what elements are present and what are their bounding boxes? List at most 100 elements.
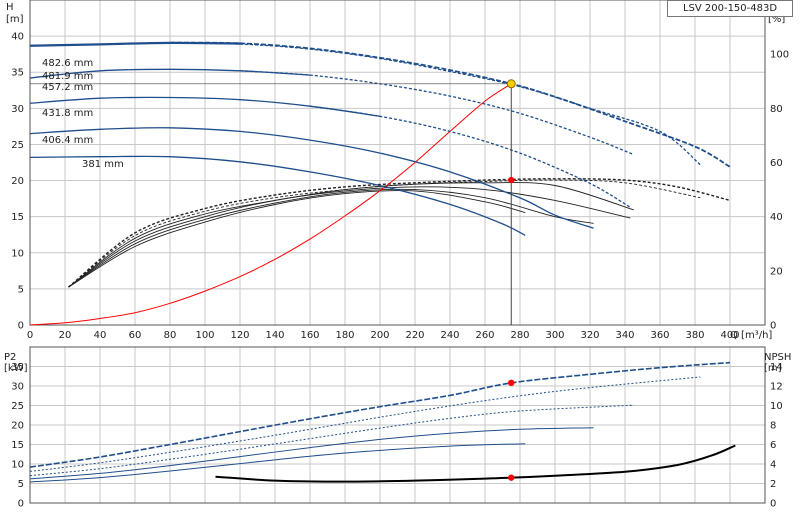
flow-tick-label: 20: [59, 330, 72, 341]
eta-tick-label: 100: [770, 50, 789, 61]
npsh-tick-label: 4: [770, 460, 776, 471]
system-curve: [29, 83, 512, 326]
power-marker: [508, 379, 515, 387]
eta-tick-label: 80: [770, 104, 783, 115]
head-tick-label: 0: [18, 321, 24, 332]
impeller-diameter-label: 481.9 mm: [42, 71, 93, 82]
head-curve-dashed: [169, 41, 731, 168]
efficiency-curve: [68, 190, 526, 288]
head-tick-label: 20: [11, 176, 24, 187]
power-curve: [29, 427, 594, 480]
efficiency-marker: [508, 176, 515, 184]
head-curves: [29, 41, 731, 236]
power-tick-label: 20: [11, 421, 24, 432]
power-curve: [29, 443, 526, 483]
power-curve: [29, 404, 634, 477]
power-tick-label: 25: [11, 401, 24, 412]
eta-tick-label: 20: [770, 266, 783, 277]
npsh-tick-label: 8: [770, 421, 776, 432]
head-axis-label-line1: H: [6, 2, 14, 13]
flow-tick-label: 180: [335, 330, 354, 341]
npsh-axis-label-line2: [m]: [764, 363, 782, 374]
impeller-diameter-label: 457.2 mm: [42, 82, 93, 93]
npsh-tick-label: 10: [770, 401, 783, 412]
power-axis-ticks: 0 5 10 15 20 25 30 35 0 2 4 6 8 10 12 14: [11, 362, 782, 510]
power-tick-label: 35: [11, 362, 24, 373]
efficiency-curve: [68, 182, 634, 288]
flow-axis-label: Q [m³/h]: [730, 330, 772, 341]
flow-tick-label: 260: [475, 330, 494, 341]
flow-tick-label: 40: [94, 330, 107, 341]
impeller-diameter-label: 381 mm: [82, 159, 124, 170]
flow-tick-label: 220: [405, 330, 424, 341]
head-tick-label: 40: [11, 32, 24, 43]
power-tick-label: 5: [18, 479, 24, 490]
npsh-marker: [508, 474, 515, 481]
power-plot-frame: [29, 346, 766, 504]
flow-tick-label: 360: [650, 330, 669, 341]
head-tick-label: 15: [11, 212, 24, 223]
efficiency-curve: [68, 186, 631, 288]
flow-tick-label: 340: [615, 330, 634, 341]
flow-tick-label: 400: [720, 330, 739, 341]
head-curve-dashed: [239, 70, 635, 156]
power-curves: [29, 361, 731, 483]
power-curve: [29, 376, 701, 472]
head-curve-solid: [29, 42, 241, 47]
impeller-diameter-label: 482.6 mm: [42, 58, 93, 69]
eta-tick-label: 40: [770, 212, 783, 223]
flow-tick-label: 160: [300, 330, 319, 341]
system-curve-line: [29, 83, 512, 326]
power-tick-label: 15: [11, 440, 24, 451]
duty-markers: [30, 79, 516, 481]
head-tick-label: 5: [18, 284, 24, 295]
power-axis-label-line1: P2: [4, 352, 16, 363]
head-plot-grid: [29, 0, 766, 326]
head-tick-label: 10: [11, 248, 24, 259]
power-curve: [29, 361, 731, 468]
efficiency-curve: [68, 179, 701, 288]
head-tick-label: 35: [11, 68, 24, 79]
flow-tick-label: 240: [440, 330, 459, 341]
efficiency-curve: [68, 178, 731, 288]
npsh-tick-label: 0: [770, 499, 776, 510]
impeller-diameter-label: 406.4 mm: [42, 135, 93, 146]
eta-axis-label-line2: [%]: [768, 14, 785, 25]
duty-point-marker: [506, 79, 516, 89]
power-tick-label: 10: [11, 460, 24, 471]
efficiency-curve: [68, 188, 594, 288]
power-axis-label-line2: [kW]: [4, 363, 28, 374]
flow-tick-label: 280: [510, 330, 529, 341]
power-plot-grid: [29, 346, 766, 504]
flow-tick-label: 140: [265, 330, 284, 341]
flow-tick-label: 200: [370, 330, 389, 341]
flow-tick-label: 60: [129, 330, 142, 341]
head-tick-label: 25: [11, 140, 24, 151]
npsh-tick-label: 6: [770, 440, 776, 451]
head-tick-label: 30: [11, 104, 24, 115]
head-curve-dashed: [169, 42, 701, 166]
head-axis-label-line2: [m]: [6, 14, 24, 25]
head-curve-dashed: [309, 105, 631, 208]
power-tick-label: 30: [11, 382, 24, 393]
flow-tick-label: 300: [545, 330, 564, 341]
power-tick-label: 0: [18, 499, 24, 510]
flow-tick-label: 100: [195, 330, 214, 341]
eta-tick-label: 60: [770, 158, 783, 169]
head-axis-ticks: 0 20 40 60 80 100 120 140 160 180 200 220 240 260 280 3…: [11, 32, 789, 341]
flow-tick-label: 380: [685, 330, 704, 341]
npsh-axis-label-line1: NPSH: [764, 352, 791, 363]
flow-tick-label: 120: [230, 330, 249, 341]
flow-tick-label: 0: [27, 330, 33, 341]
npsh-tick-label: 12: [770, 382, 783, 393]
eta-tick-label: 0: [770, 321, 776, 332]
head-curve-solid: [29, 127, 594, 229]
product-label: LSV 200-150-483D: [667, 0, 793, 17]
flow-tick-label: 80: [164, 330, 177, 341]
head-plot-frame: [29, 0, 766, 326]
efficiency-curves: [68, 178, 731, 288]
flow-tick-label: 320: [580, 330, 599, 341]
head-curve-solid: [29, 155, 526, 236]
